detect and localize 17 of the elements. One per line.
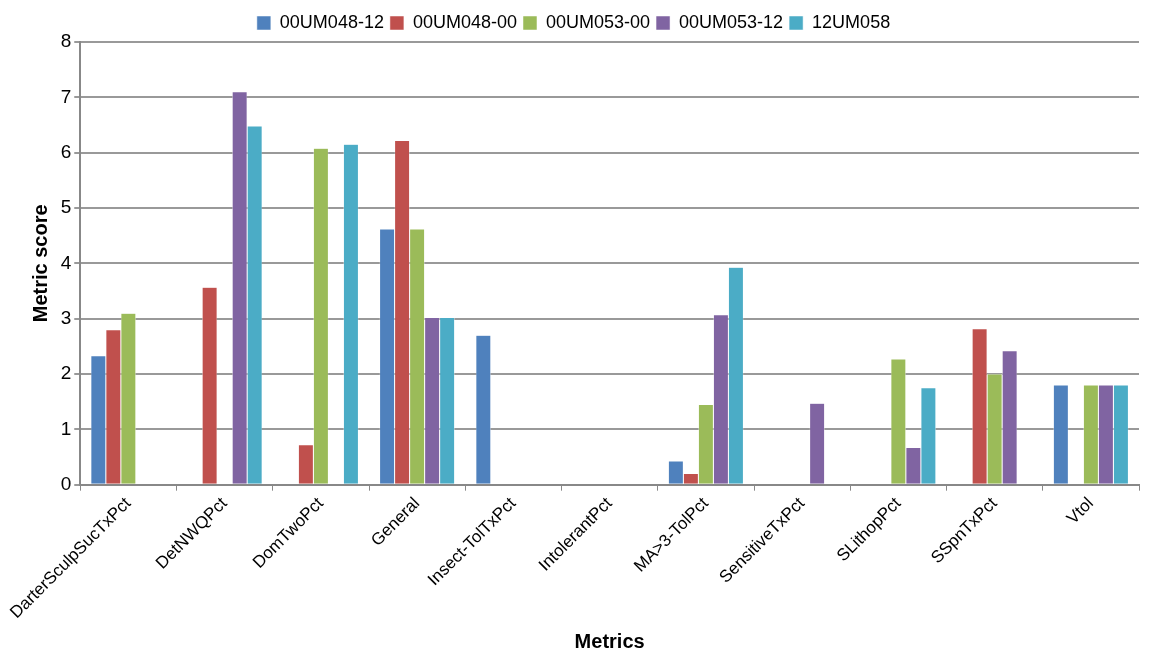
legend-label: 00UM048-12 [279, 11, 384, 32]
legend-label: 12UM058 [812, 11, 891, 32]
legend-label: 00UM053-00 [545, 11, 651, 32]
legend-label: 00UM053-12 [679, 11, 784, 32]
y-tick-label: 4 [60, 251, 72, 273]
y-tick-label: 1 [60, 417, 72, 439]
y-tick-label: 8 [60, 30, 72, 52]
y-tick-label: 2 [60, 362, 72, 384]
y-tick-label: 3 [60, 306, 72, 328]
y-tick-label: 0 [60, 472, 72, 494]
y-tick-label: 7 [60, 85, 72, 107]
legend-label: 00UM048-00 [412, 11, 517, 32]
y-tick-label: 6 [60, 140, 72, 162]
x-tick-label: Vtol [1062, 493, 1098, 528]
y-axis-title: Metric score [29, 204, 52, 323]
y-tick-label: 5 [60, 196, 72, 218]
x-axis-title: Metrics [574, 629, 645, 652]
